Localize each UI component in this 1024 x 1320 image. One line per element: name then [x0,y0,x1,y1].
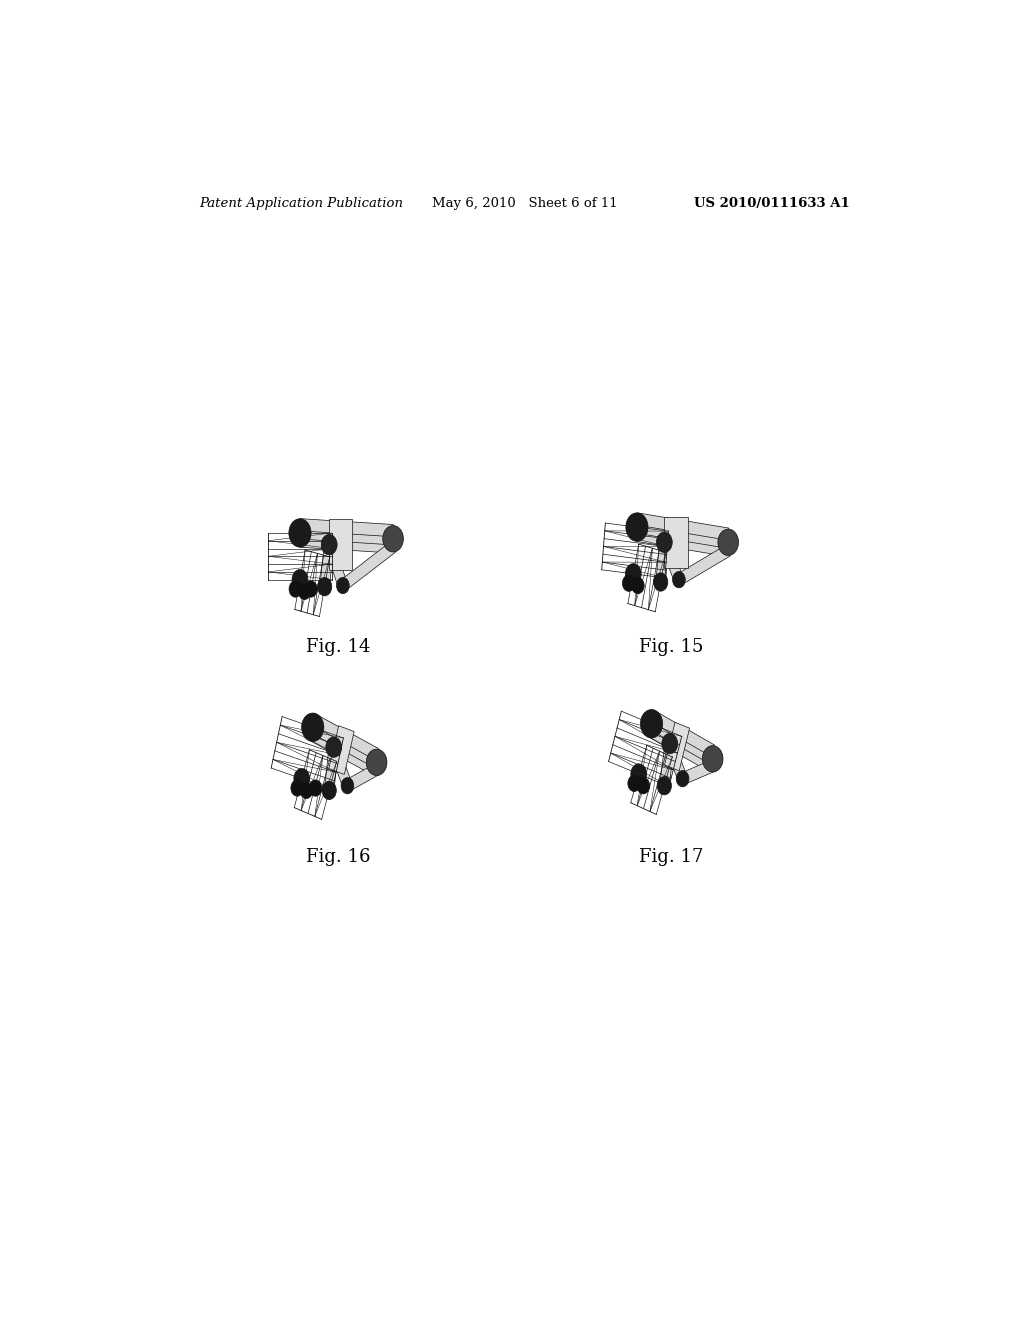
Circle shape [322,781,336,800]
Circle shape [322,535,337,554]
Circle shape [367,750,387,776]
Polygon shape [636,529,729,557]
Circle shape [656,532,672,553]
Circle shape [637,777,649,793]
Polygon shape [636,521,729,548]
Circle shape [631,764,647,784]
Circle shape [623,576,635,591]
Circle shape [628,775,641,792]
Polygon shape [681,760,714,784]
Circle shape [292,569,308,590]
Circle shape [294,768,309,789]
Polygon shape [300,519,393,537]
Polygon shape [665,722,689,771]
Polygon shape [649,718,715,764]
Polygon shape [329,519,352,570]
Circle shape [662,734,678,754]
Circle shape [383,525,403,552]
Circle shape [337,577,349,594]
Circle shape [326,737,342,758]
Circle shape [304,581,317,597]
Polygon shape [666,741,687,781]
Text: Patent Application Publication: Patent Application Publication [200,197,403,210]
Polygon shape [311,714,379,760]
Polygon shape [649,710,715,756]
Polygon shape [311,730,379,776]
Circle shape [300,783,312,799]
Circle shape [632,577,644,594]
Polygon shape [660,540,683,582]
Circle shape [640,710,663,738]
Circle shape [673,572,685,587]
Polygon shape [300,535,393,553]
Polygon shape [311,722,379,768]
Circle shape [626,564,641,583]
Circle shape [317,578,332,595]
Polygon shape [345,764,379,791]
Circle shape [653,573,668,591]
Circle shape [702,746,723,772]
Polygon shape [330,744,352,788]
Circle shape [626,513,648,541]
Polygon shape [319,544,334,587]
Text: Fig. 17: Fig. 17 [639,847,703,866]
Polygon shape [656,541,669,582]
Circle shape [289,581,302,597]
Polygon shape [677,545,730,585]
Text: Fig. 16: Fig. 16 [306,847,371,866]
Text: Fig. 14: Fig. 14 [306,638,371,656]
Circle shape [291,780,303,796]
Circle shape [341,777,353,793]
Circle shape [302,713,324,742]
Polygon shape [325,746,339,791]
Circle shape [298,583,311,599]
Circle shape [718,529,738,556]
Text: May 6, 2010   Sheet 6 of 11: May 6, 2010 Sheet 6 of 11 [432,197,617,210]
Text: US 2010/0111633 A1: US 2010/0111633 A1 [694,197,850,210]
Polygon shape [649,726,715,772]
Polygon shape [325,543,347,587]
Polygon shape [340,541,395,591]
Polygon shape [300,527,393,545]
Text: Fig. 15: Fig. 15 [639,638,703,656]
Circle shape [676,771,689,787]
Circle shape [289,519,311,548]
Circle shape [657,776,672,795]
Polygon shape [659,743,675,787]
Circle shape [309,780,322,796]
Polygon shape [636,513,729,540]
Polygon shape [665,517,688,568]
Polygon shape [329,726,354,775]
